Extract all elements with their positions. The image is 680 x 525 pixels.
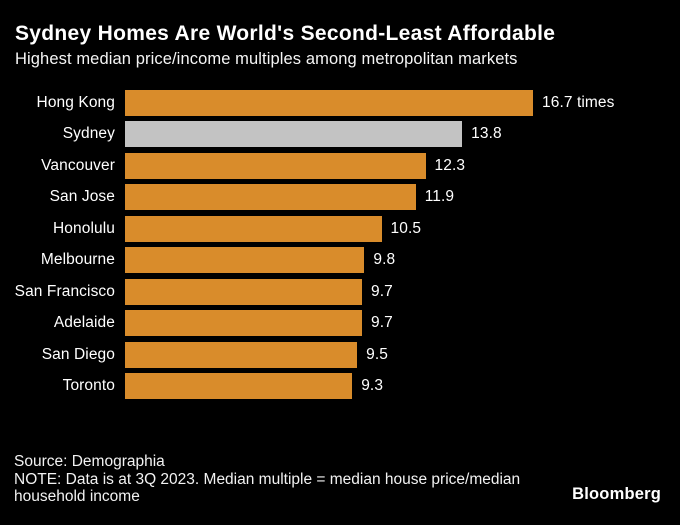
chart-row: Melbourne 9.8: [0, 245, 680, 277]
chart-row: Vancouver 12.3: [0, 150, 680, 182]
chart-row: Adelaide 9.7: [0, 308, 680, 340]
bar: [125, 152, 426, 179]
bar-chart: Hong Kong 16.7 times Sydney 13.8 Vancouver 12…: [0, 87, 680, 402]
category-label: Sydney: [62, 125, 115, 143]
category-label: Adelaide: [53, 314, 115, 332]
chart-row: Toronto 9.3: [0, 371, 680, 403]
value-label: 9.3: [361, 377, 384, 395]
value-label: 10.5: [390, 219, 422, 237]
category-label: Honolulu: [53, 219, 115, 237]
source-note: Source: Demographia: [14, 453, 165, 470]
chart-row: Honolulu 10.5: [0, 213, 680, 245]
bar-highlighted: [125, 121, 463, 148]
chart-subtitle: Highest median price/income multiples am…: [15, 50, 518, 68]
category-label: San Francisco: [14, 282, 115, 300]
chart-row: Sydney 13.8: [0, 119, 680, 151]
bar: [125, 184, 416, 211]
chart-row: San Jose 11.9: [0, 182, 680, 214]
category-label: San Jose: [49, 188, 115, 206]
category-label: Toronto: [62, 377, 115, 395]
chart-footer: Source: Demographia NOTE: Data is at 3Q …: [14, 453, 542, 506]
category-label: Hong Kong: [36, 93, 115, 111]
value-label: 9.5: [366, 345, 388, 363]
value-label: 13.8: [471, 125, 502, 143]
value-label: 9.7: [370, 282, 393, 300]
chart-header: Sydney Homes Are World's Second-Least Af…: [15, 22, 665, 69]
category-label: Vancouver: [41, 156, 115, 174]
value-label: 9.7: [370, 314, 393, 332]
chart-row: San Francisco 9.7: [0, 276, 680, 308]
category-label: San Diego: [41, 345, 115, 363]
bar: [125, 247, 365, 274]
value-label: 11.9: [424, 188, 455, 206]
chart-row: Hong Kong 16.7 times: [0, 87, 680, 119]
bar-chart-rows: Hong Kong 16.7 times Sydney 13.8 Vancouver 12…: [0, 87, 680, 402]
bar: [125, 373, 353, 400]
bar: [125, 89, 533, 116]
value-label: 16.7 times: [542, 93, 615, 111]
bloomberg-logo: Bloomberg: [572, 485, 661, 503]
chart-row: San Diego 9.5: [0, 339, 680, 371]
bar: [125, 310, 362, 337]
bar: [125, 215, 382, 242]
value-label: 9.8: [373, 251, 396, 269]
page-title: Sydney Homes Are World's Second-Least Af…: [15, 22, 556, 45]
category-label: Melbourne: [40, 251, 115, 269]
value-label: 12.3: [434, 156, 466, 174]
footnote: NOTE: Data is at 3Q 2023. Median multipl…: [14, 470, 521, 506]
bar: [125, 341, 358, 368]
bar: [125, 278, 362, 305]
